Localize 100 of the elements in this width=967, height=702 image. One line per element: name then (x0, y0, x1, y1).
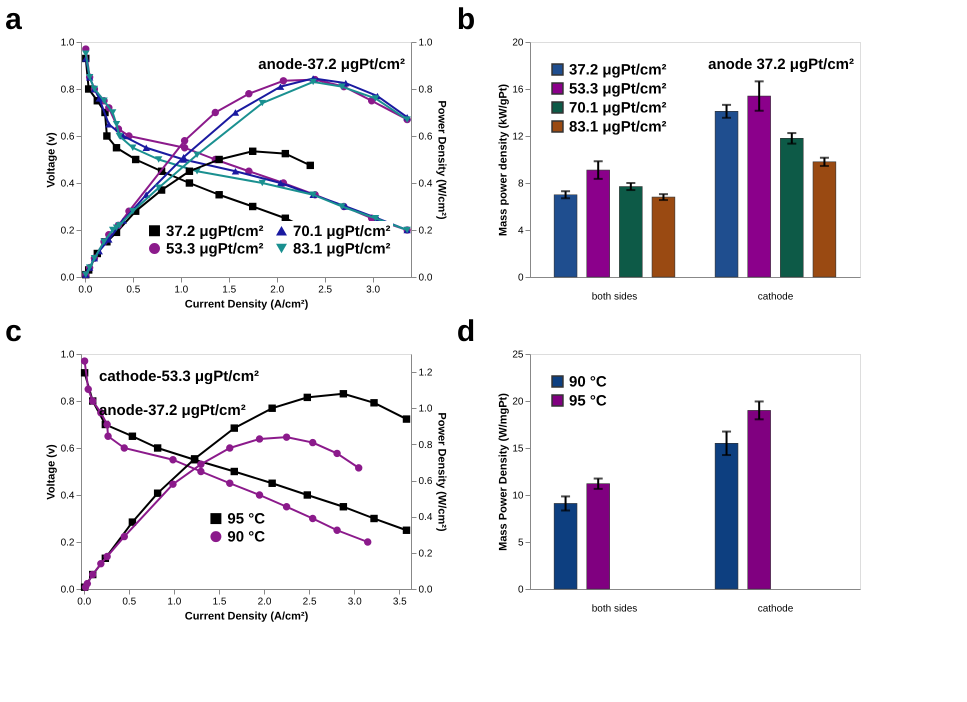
point (256, 435, 264, 443)
point (276, 83, 284, 90)
point (154, 156, 162, 163)
y-axis-title: Mass power density (kW/gPt) (497, 84, 510, 236)
y2-tick-label: 0.6 (418, 132, 433, 142)
point (80, 357, 88, 365)
x-tick-label: 1.5 (212, 596, 227, 608)
x-tick-label: 2.5 (302, 596, 317, 608)
point (180, 144, 188, 152)
annotation: anode 37.2 μgPt/cm² (708, 56, 854, 73)
bar (554, 194, 578, 278)
chart-title: b (456, 3, 476, 36)
point (306, 162, 314, 170)
point (230, 424, 238, 432)
y-tick-label: 20 (512, 396, 524, 408)
x-tick-label: 2.0 (270, 284, 285, 296)
point (104, 432, 112, 440)
bar (586, 170, 610, 278)
point (120, 532, 128, 540)
x-tick-label: 3.0 (348, 596, 362, 608)
y-tick-label: 0.4 (60, 490, 75, 502)
point (333, 450, 341, 458)
point (215, 156, 223, 164)
y-tick-label: 12 (512, 132, 524, 142)
point (354, 464, 362, 472)
point (180, 137, 188, 144)
y-tick-label: 0 (518, 272, 524, 284)
point (333, 526, 341, 534)
x-axis-title: Current Density (A/cm²) (184, 610, 309, 622)
y-tick-label: 0.4 (60, 178, 75, 190)
point (97, 560, 105, 568)
point (309, 78, 317, 86)
y2-tick-label: 0.0 (418, 584, 433, 596)
legend-label: 95 °C (227, 510, 266, 528)
x-tick-label: 0.5 (126, 284, 141, 296)
y-tick-label: 4 (518, 226, 524, 236)
y2-tick-label: 1.2 (418, 368, 433, 379)
point (340, 390, 348, 398)
point (169, 480, 177, 488)
y2-tick-label: 1.0 (418, 404, 433, 415)
y-tick-label: 0.6 (60, 132, 75, 142)
point (226, 444, 234, 452)
y-tick-label: 8 (518, 178, 524, 190)
point (364, 538, 372, 546)
legend-label: 83.1 μgPt/cm² (569, 118, 667, 136)
point (282, 503, 290, 510)
legend-label: 90 °C (569, 374, 607, 390)
point (282, 433, 290, 441)
point (372, 95, 380, 102)
x-tick-label: 2.5 (318, 284, 333, 296)
y-tick-label: 0 (518, 584, 524, 596)
point (258, 100, 266, 106)
annotation: anode-37.2 μgPt/cm² (258, 56, 405, 73)
point (215, 191, 223, 198)
point (370, 399, 378, 407)
legend-label: 70.1 μgPt/cm² (569, 100, 667, 116)
x-tick-label: 0.0 (78, 284, 93, 296)
bar (747, 410, 771, 590)
point (197, 460, 205, 468)
y-tick-label: 10 (512, 490, 524, 502)
point (84, 580, 92, 588)
point (226, 480, 234, 487)
point (212, 108, 220, 116)
point (120, 444, 128, 452)
point (309, 514, 316, 522)
y-tick-label: 25 (512, 350, 524, 360)
y-tick-label: 0.8 (60, 84, 75, 96)
x-tick-label: both sides (592, 604, 638, 614)
y-tick-label: 0.0 (60, 584, 75, 596)
y2-tick-label: 0.2 (418, 226, 433, 236)
point (154, 184, 162, 191)
point (232, 109, 240, 116)
y-tick-label: 16 (512, 84, 524, 96)
point (132, 156, 140, 164)
point (268, 480, 276, 487)
y-tick-label: 20 (512, 38, 524, 48)
legend-label: 53.3 μgPt/cm² (166, 240, 264, 258)
y2-tick-label: 0.4 (418, 512, 433, 524)
y-tick-label: 0.8 (60, 396, 75, 408)
legend-label: 90 °C (227, 528, 266, 546)
annotation: cathode-53.3 μgPt/cm² (99, 368, 260, 385)
x-tick-label: 0.0 (77, 596, 92, 608)
point (304, 491, 312, 499)
legend-label: 53.3 μgPt/cm² (569, 80, 667, 98)
point (304, 394, 312, 402)
bar (586, 483, 610, 590)
y-tick-label: 0.0 (60, 272, 75, 284)
legend-label: 37.2 μgPt/cm² (569, 62, 667, 78)
x-tick-label: cathode (758, 292, 794, 302)
y2-tick-label: 0.4 (418, 178, 433, 190)
point (103, 132, 111, 140)
y2-tick-label: 0.2 (418, 548, 433, 560)
point (112, 144, 120, 152)
legend-label: 83.1 μgPt/cm² (293, 240, 391, 258)
point (340, 503, 348, 510)
point (154, 489, 162, 497)
point (249, 202, 256, 210)
bar (554, 503, 578, 590)
point (402, 526, 410, 534)
bar (812, 162, 836, 278)
